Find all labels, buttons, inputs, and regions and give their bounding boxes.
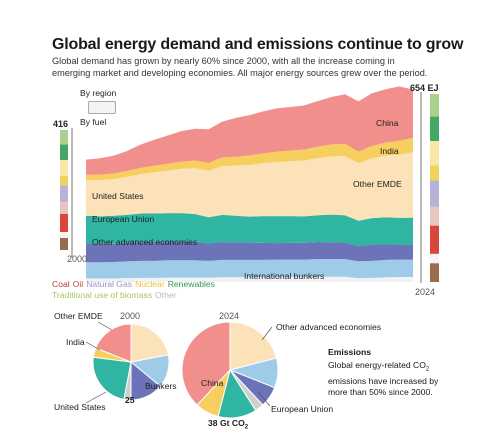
pie-2000 [92,323,170,401]
emissions-line-3: more than 50% since 2000. [328,386,433,397]
fuel-bar-2000-segment [60,130,68,145]
legend-item-traditional-use-of-biomass: Traditional use of biomass [52,290,152,300]
fuel-bar-2000-segment [60,185,68,202]
series-label-other-emde: Other EMDE [353,179,402,189]
pie-2024-total-sub: 2 [244,424,249,431]
toggle-by-region-label[interactable]: By region [80,88,117,98]
legend-item-nuclear: Nuclear [135,279,165,289]
fuel-bar-2024-segment [430,165,439,181]
fuel-bar-2024 [430,94,439,282]
pie-2024-total-text: 38 Gt CO [208,418,245,428]
emissions-line-1-text: Global energy-related CO [328,360,426,370]
series-label-china: China [376,118,399,128]
fuel-bar-2000-segment [60,214,68,232]
pie-2024-slice-china [181,321,231,406]
pie-2024-total: 38 Gt CO2 [208,418,248,431]
fuel-bar-2024-segment [430,225,439,254]
area-other-advanced-economies [86,259,413,279]
area-european-union [86,241,413,263]
series-label-international-bunkers: International bunkers [244,271,324,281]
view-toggle[interactable]: By region By fuel [80,88,124,129]
fuel-bar-2024-segment [430,253,439,264]
emissions-line-1-sub: 2 [425,366,430,373]
pie-2000-slice-china [95,323,132,363]
pie-label-european-union: European Union [271,404,334,414]
fuel-bar-2000-segment [60,144,68,160]
toggle-by-fuel-label[interactable]: By fuel [80,117,107,127]
pie-label-other-advanced: Other advanced economies [276,322,382,332]
area-international-bunkers [86,276,413,282]
pie-label-bunkers: Bunkers [145,381,177,391]
pie-label-united-states: United States [54,402,106,412]
legend-item-renewables: Renewables [167,279,215,289]
pie-2024 [181,321,279,419]
legend-item-oil: Oil [72,279,84,289]
emissions-line-1: Global energy-related CO2 [328,360,488,376]
fuel-bar-2024-segment [430,116,439,141]
series-label-other-advanced-economies: Other advanced economies [92,237,197,247]
fuel-bar-2000-segment [60,232,68,238]
leader-other-emde [97,321,113,331]
pie-2000-total: 25 [125,395,135,405]
fuel-bar-2000-segment [60,202,68,214]
series-label-european-union: European Union [92,214,154,224]
fuel-bar-2000-segment [60,238,68,250]
leader-united-states [85,391,107,404]
series-label-india: India [380,146,399,156]
area-other-emde [86,152,413,221]
legend-item-coal: Coal [52,279,70,289]
fuel-bar-2000-segment [60,160,68,176]
pie-label-india: India [66,337,85,347]
fuel-bar-2024-segment [430,94,439,117]
legend-item-other: Other [155,290,177,300]
stacked-area-chart: International bunkers Other advanced econ… [86,86,413,282]
pie-2024-year-label: 2024 [219,311,240,321]
total-end-label: 654 EJ [410,83,439,93]
fuel-bar-2000 [60,130,68,250]
fuel-bar-2024-segment [430,180,439,207]
leader-other-advanced [261,326,273,341]
pie-2000-year-label: 2000 [120,311,141,321]
leader-european-union [257,391,271,407]
total-start-label: 416 [53,119,68,129]
legend-item-natural-gas: Natural Gas [86,279,133,289]
area-united-states [86,213,413,247]
emissions-heading: Emissions [328,347,371,357]
series-label-united-states: United States [92,191,144,201]
pie-label-other-emde: Other EMDE [54,311,103,321]
x-end-year-label: 2024 [415,287,435,297]
toggle-switch[interactable] [88,101,116,114]
fuel-bar-2024-segment [430,206,439,226]
fuel-bar-2024-segment [430,141,439,166]
fuel-legend: Coal Oil Natural Gas Nuclear Renewables Tradi… [52,279,252,301]
x-start-year-label: 2000 [67,254,87,264]
pie-2000-slice-united-states [92,356,132,400]
pie-2000-slice-other-emde [130,323,169,363]
fuel-bar-2024-segment [430,263,439,282]
page-subtitle: Global demand has grown by nearly 60% si… [52,56,428,78]
area-china [86,86,413,175]
leader-india [85,341,101,351]
fuel-bar-2000-segment [60,175,68,186]
emissions-note: Emissions Global energy-related CO2 emis… [328,347,488,398]
pie-2024-slice-other-emde [229,321,278,371]
pie-label-china: China [201,378,224,388]
emissions-line-2: emissions have increased by [328,375,439,386]
area-india [86,137,413,181]
page-title: Global energy demand and emissions conti… [52,36,464,53]
